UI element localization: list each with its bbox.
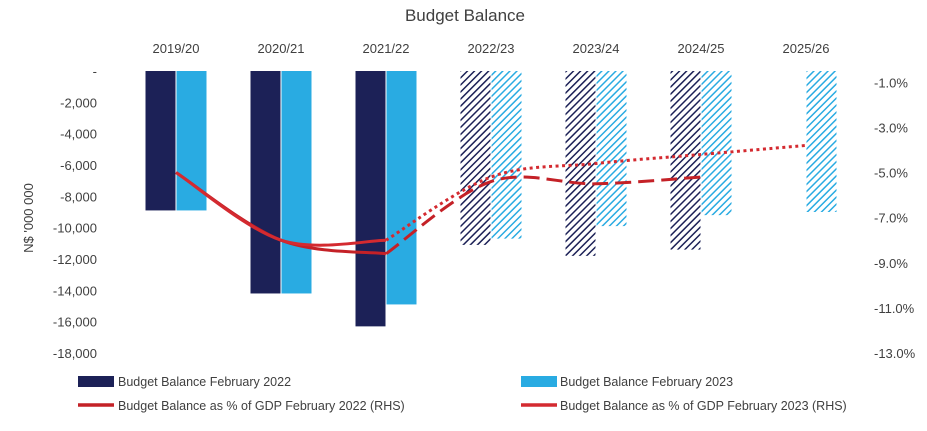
x-tick-labels: 2019/20 2020/21 2021/22 2022/23 2023/24 2024/… [153, 41, 830, 56]
bar-s1-2023-24 [565, 71, 596, 256]
y-tick-5: -10,000 [53, 221, 97, 236]
legend-label-gdp-2022: Budget Balance as % of GDP February 2022… [118, 399, 405, 413]
bar-s1-2020-21 [250, 71, 281, 294]
x-tick-2020-21: 2020/21 [258, 41, 305, 56]
bar-s2-2020-21 [281, 71, 312, 294]
y2-tick-labels: -1.0% -3.0% -5.0% -7.0% -9.0% -11.0% -13.0% [874, 75, 916, 361]
legend-swatch-feb-2023 [521, 376, 557, 387]
line-gdp-2022-projected [385, 175, 702, 255]
x-tick-2025-26: 2025/26 [783, 41, 830, 56]
line-marks [175, 143, 807, 256]
y-tick-7: -14,000 [53, 283, 97, 298]
line-gdp-2023-projected [385, 143, 807, 242]
y2-tick-2: -5.0% [874, 166, 908, 181]
x-tick-2022-23: 2022/23 [468, 41, 515, 56]
legend-label-gdp-2023: Budget Balance as % of GDP February 2023… [560, 399, 847, 413]
y2-tick-3: -7.0% [874, 211, 908, 226]
y2-tick-5: -11.0% [874, 301, 915, 316]
y-tick-6: -12,000 [53, 252, 97, 267]
bar-s2-2023-24 [596, 71, 627, 227]
y2-tick-1: -3.0% [874, 120, 908, 135]
bar-s1-2019-20 [145, 71, 176, 211]
x-tick-2024-25: 2024/25 [678, 41, 725, 56]
y-tick-2: -4,000 [60, 127, 97, 142]
y2-tick-6: -13.0% [874, 346, 916, 361]
y-tick-labels: - -2,000 -4,000 -6,000 -8,000 -10,000 -12,000 -… [53, 64, 97, 361]
bar-s2-2022-23 [491, 71, 522, 239]
bar-s2-2021-22 [386, 71, 417, 305]
chart-title: Budget Balance [405, 6, 525, 25]
bar-s2-2024-25 [701, 71, 732, 216]
y-axis-label: N$ '000 000 [21, 183, 36, 253]
legend: Budget Balance February 2022 Budget Bala… [78, 375, 847, 413]
y2-tick-0: -1.0% [874, 75, 908, 90]
bar-marks [145, 71, 837, 327]
y-tick-0: - [93, 64, 97, 79]
x-tick-2023-24: 2023/24 [573, 41, 620, 56]
bar-s1-2024-25 [670, 71, 701, 250]
bar-s2-2019-20 [176, 71, 207, 211]
x-tick-2019-20: 2019/20 [153, 41, 200, 56]
y-tick-8: -16,000 [53, 315, 97, 330]
bar-s1-2022-23 [460, 71, 491, 245]
legend-label-feb-2023: Budget Balance February 2023 [560, 375, 733, 389]
x-tick-2021-22: 2021/22 [363, 41, 410, 56]
legend-label-feb-2022: Budget Balance February 2022 [118, 375, 291, 389]
line-gdp-2023-actual [175, 171, 387, 247]
bar-s2-2025-26 [806, 71, 837, 212]
bar-s1-2021-22 [355, 71, 386, 327]
y-tick-3: -6,000 [60, 158, 97, 173]
y-tick-9: -18,000 [53, 346, 97, 361]
legend-swatch-feb-2022 [78, 376, 114, 387]
y-tick-4: -8,000 [60, 189, 97, 204]
y2-tick-4: -9.0% [874, 256, 908, 271]
y-tick-1: -2,000 [60, 95, 97, 110]
